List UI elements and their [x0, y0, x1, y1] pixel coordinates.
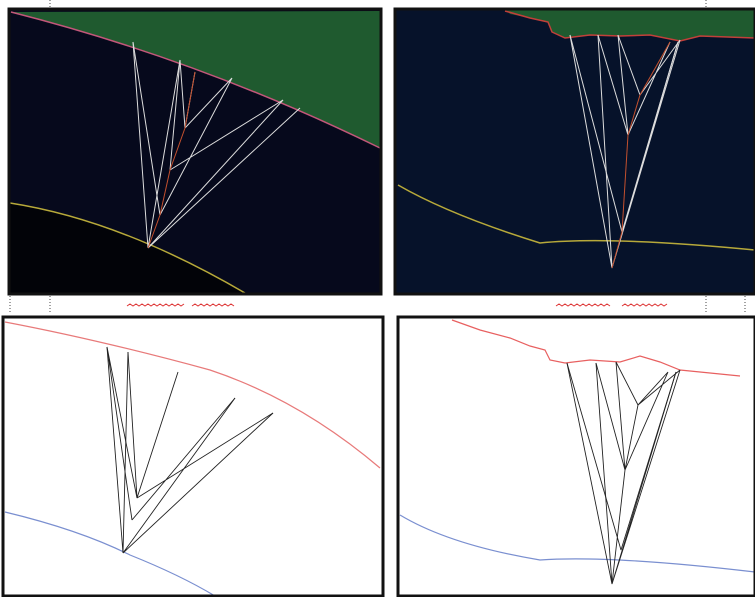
spell-marks: [126, 303, 668, 307]
panel-top-left: [7, 7, 383, 296]
panel-top-right: [393, 7, 755, 296]
guides: [9, 0, 746, 312]
panel-bottom-left: [1, 315, 385, 597]
panel-bottom-right: [396, 315, 755, 597]
